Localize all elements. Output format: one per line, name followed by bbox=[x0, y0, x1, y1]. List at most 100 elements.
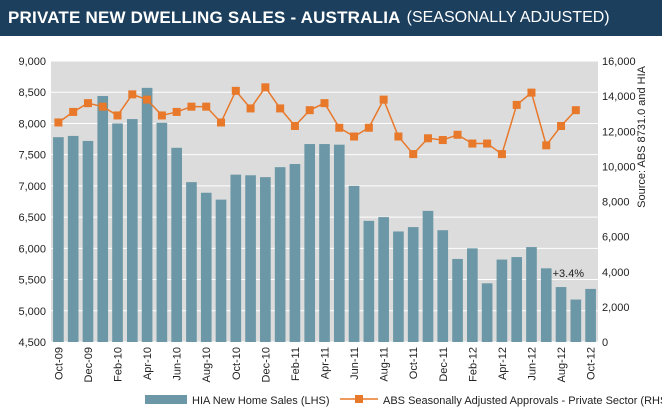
y-right-tick-label: 10,000 bbox=[602, 161, 636, 173]
line-point bbox=[335, 123, 344, 132]
bar bbox=[555, 287, 567, 342]
y-right-tick-label: 12,000 bbox=[602, 126, 636, 138]
bar bbox=[585, 288, 596, 342]
y-left-tick-label: 7,500 bbox=[18, 150, 46, 162]
y-right-tick-label: 6,000 bbox=[602, 232, 630, 244]
bar bbox=[126, 119, 138, 342]
y-right-tick-label: 0 bbox=[602, 337, 608, 349]
line-point bbox=[202, 102, 211, 111]
line-point bbox=[364, 123, 373, 132]
line-point bbox=[350, 132, 359, 141]
bar bbox=[289, 164, 301, 342]
bar bbox=[526, 247, 537, 342]
line-point bbox=[305, 106, 314, 115]
bar bbox=[393, 231, 404, 342]
y-left-tick-label: 9,000 bbox=[18, 56, 46, 68]
x-tick-label: Feb-11 bbox=[290, 347, 302, 381]
legend-label-bar: HIA New Home Sales (LHS) bbox=[192, 395, 330, 407]
legend-label-line: ABS Seasonally Adjusted Approvals - Priv… bbox=[383, 395, 662, 407]
line-point bbox=[276, 104, 285, 113]
bar bbox=[363, 220, 375, 342]
line-point bbox=[320, 99, 329, 108]
bar-series bbox=[53, 87, 596, 343]
y-right-tick-label: 14,000 bbox=[602, 91, 636, 103]
source-note: Source: ABS 8731.0 and HIA bbox=[636, 65, 648, 208]
x-tick-label: Feb-12 bbox=[467, 347, 479, 382]
line-point bbox=[379, 95, 388, 104]
line-point bbox=[483, 139, 492, 148]
bar bbox=[200, 192, 212, 342]
bar bbox=[156, 122, 168, 342]
line-point bbox=[217, 118, 226, 127]
bar bbox=[82, 140, 94, 342]
bar bbox=[570, 299, 582, 342]
bar bbox=[274, 167, 286, 342]
bar bbox=[304, 144, 316, 342]
line-point bbox=[143, 95, 152, 104]
bar bbox=[540, 268, 552, 342]
line-point bbox=[246, 104, 255, 113]
bar bbox=[171, 147, 182, 342]
x-tick-label: Oct-11 bbox=[408, 347, 420, 379]
line-point bbox=[187, 102, 196, 111]
line-point bbox=[423, 134, 432, 143]
line-point bbox=[54, 118, 63, 127]
bar bbox=[67, 135, 79, 342]
y-left-tick-label: 6,000 bbox=[18, 243, 46, 255]
x-tick-label: Aug-12 bbox=[556, 347, 568, 382]
y-left-tick-label: 5,500 bbox=[18, 275, 46, 287]
bar bbox=[245, 175, 256, 342]
bar bbox=[319, 144, 330, 342]
line-point bbox=[261, 83, 270, 92]
x-tick-label: Dec-11 bbox=[438, 347, 450, 382]
bar bbox=[333, 144, 345, 342]
line-point bbox=[557, 121, 566, 130]
x-tick-label: Oct-10 bbox=[231, 347, 243, 380]
y-left-tick-label: 4,500 bbox=[18, 337, 46, 349]
chart: 4,500 5,000 5,500 6,000 6,500 7,000 7,500 8,000… bbox=[18, 56, 662, 407]
line-point bbox=[113, 111, 122, 120]
line-point bbox=[542, 141, 551, 150]
x-tick-label: Apr-11 bbox=[320, 347, 332, 379]
x-tick-label: Dec-09 bbox=[83, 347, 95, 382]
bar bbox=[112, 123, 123, 342]
line-point bbox=[157, 111, 166, 120]
y-left-tick-label: 7,000 bbox=[18, 181, 46, 193]
bar bbox=[215, 199, 227, 342]
x-tick-label: Apr-10 bbox=[142, 347, 154, 380]
y-right-tick-label: 16,000 bbox=[602, 56, 636, 68]
line-series bbox=[54, 83, 580, 159]
line-point bbox=[512, 100, 521, 109]
x-tick-label: Dec-10 bbox=[260, 347, 272, 382]
y-right-tick-label: 4,000 bbox=[602, 267, 630, 279]
x-tick-label: Jun-11 bbox=[349, 347, 361, 380]
line-point bbox=[453, 130, 462, 139]
x-tick-label: Feb-10 bbox=[113, 347, 125, 382]
y-left-tick-label: 8,500 bbox=[18, 87, 46, 99]
legend: HIA New Home Sales (LHS) ABS Seasonally … bbox=[145, 395, 662, 407]
bar bbox=[186, 182, 197, 342]
y-axis-left: 4,500 5,000 5,500 6,000 6,500 7,000 7,500 8,000… bbox=[18, 56, 46, 349]
line-point bbox=[98, 102, 107, 111]
legend-marker-line bbox=[355, 395, 363, 403]
line-point bbox=[571, 106, 580, 115]
bar bbox=[511, 257, 523, 342]
y-left-tick-label: 6,500 bbox=[18, 212, 46, 224]
line-point bbox=[290, 121, 299, 130]
line-point bbox=[128, 90, 137, 99]
x-tick-label: Aug-11 bbox=[379, 347, 391, 382]
bar bbox=[481, 283, 493, 342]
x-tick-label: Aug-10 bbox=[201, 347, 213, 382]
legend-swatch-bar bbox=[145, 395, 187, 404]
bar bbox=[348, 185, 360, 342]
bar bbox=[53, 137, 64, 342]
x-tick-label: Oct-09 bbox=[53, 347, 65, 380]
x-tick-label: Apr-12 bbox=[497, 347, 509, 380]
y-right-tick-label: 8,000 bbox=[602, 197, 630, 209]
annotation-label: +3.4% bbox=[553, 268, 585, 280]
bar bbox=[260, 177, 271, 342]
line-point bbox=[527, 88, 536, 97]
bar bbox=[496, 259, 508, 342]
line-point bbox=[468, 139, 477, 148]
bar bbox=[407, 227, 419, 342]
